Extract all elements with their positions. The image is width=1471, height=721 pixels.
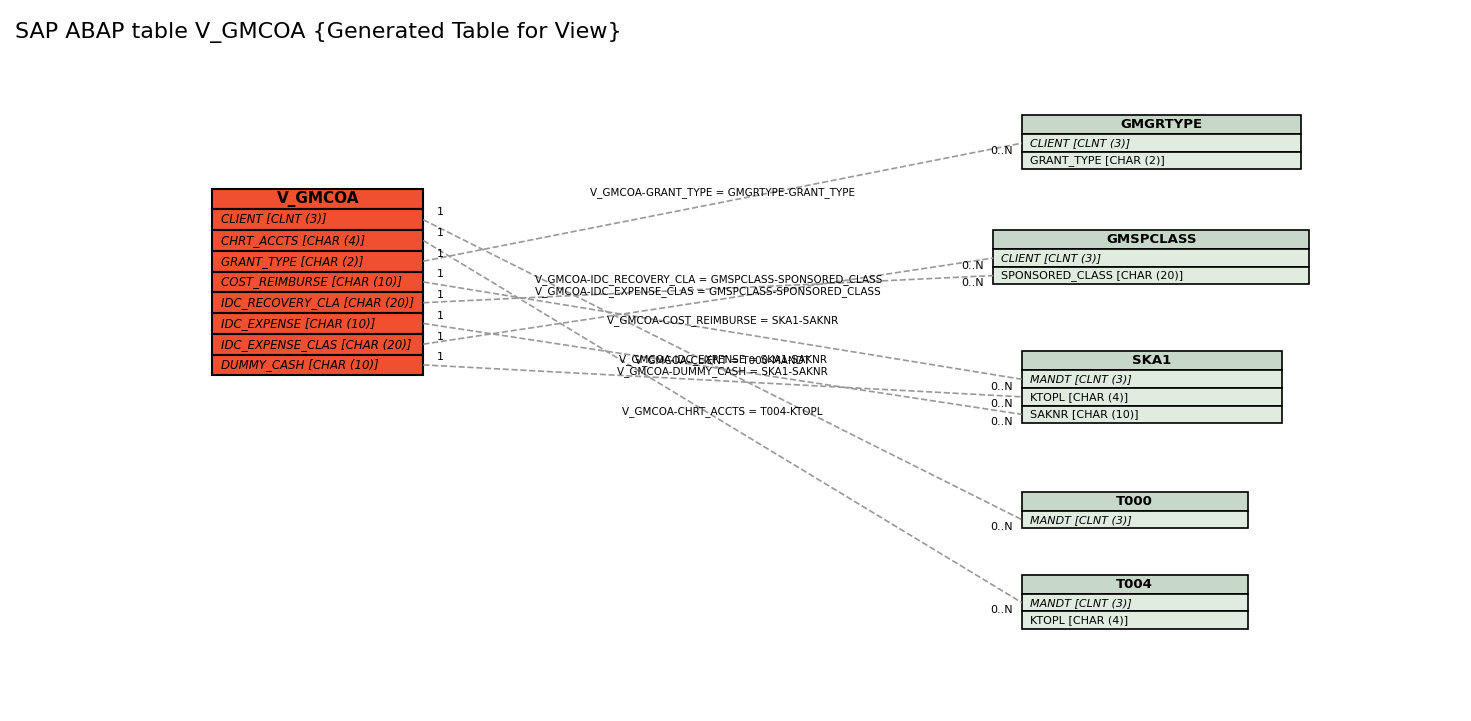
Text: SKA1: SKA1: [1133, 355, 1171, 368]
FancyBboxPatch shape: [212, 334, 424, 355]
Text: 1: 1: [437, 290, 444, 300]
Text: KTOPL [CHAR (4)]: KTOPL [CHAR (4)]: [1030, 615, 1128, 625]
FancyBboxPatch shape: [1022, 351, 1281, 371]
FancyBboxPatch shape: [212, 230, 424, 251]
Text: MANDT [CLNT (3)]: MANDT [CLNT (3)]: [1030, 598, 1131, 608]
Text: V_GMCOA-IDC_EXPENSE = SKA1-SAKNR: V_GMCOA-IDC_EXPENSE = SKA1-SAKNR: [618, 354, 827, 365]
FancyBboxPatch shape: [1022, 134, 1300, 152]
FancyBboxPatch shape: [1022, 611, 1247, 629]
Text: V_GMCOA-IDC_RECOVERY_CLA = GMSPCLASS-SPONSORED_CLASS: V_GMCOA-IDC_RECOVERY_CLA = GMSPCLASS-SPO…: [534, 274, 883, 285]
FancyBboxPatch shape: [212, 209, 424, 230]
FancyBboxPatch shape: [1022, 575, 1247, 594]
FancyBboxPatch shape: [993, 267, 1309, 284]
FancyBboxPatch shape: [1022, 492, 1247, 511]
Text: 0..N: 0..N: [990, 522, 1012, 532]
FancyBboxPatch shape: [993, 230, 1309, 249]
FancyBboxPatch shape: [212, 251, 424, 272]
FancyBboxPatch shape: [1022, 388, 1281, 406]
FancyBboxPatch shape: [212, 313, 424, 334]
Text: V_GMCOA: V_GMCOA: [277, 191, 359, 207]
Text: 1: 1: [437, 228, 444, 238]
FancyBboxPatch shape: [1022, 511, 1247, 528]
Text: DUMMY_CASH [CHAR (10)]: DUMMY_CASH [CHAR (10)]: [222, 358, 380, 371]
Text: V_GMCOA-CLIENT = T000-MANDT: V_GMCOA-CLIENT = T000-MANDT: [635, 355, 811, 366]
Text: 0..N: 0..N: [990, 399, 1012, 410]
Text: 1: 1: [437, 332, 444, 342]
Text: SPONSORED_CLASS [CHAR (20)]: SPONSORED_CLASS [CHAR (20)]: [1002, 270, 1183, 281]
Text: KTOPL [CHAR (4)]: KTOPL [CHAR (4)]: [1030, 392, 1128, 402]
Text: IDC_RECOVERY_CLA [CHAR (20)]: IDC_RECOVERY_CLA [CHAR (20)]: [222, 296, 415, 309]
Text: 0..N: 0..N: [990, 605, 1012, 615]
FancyBboxPatch shape: [212, 189, 424, 209]
Text: CLIENT [CLNT (3)]: CLIENT [CLNT (3)]: [1002, 253, 1102, 263]
Text: CLIENT [CLNT (3)]: CLIENT [CLNT (3)]: [222, 213, 327, 226]
Text: 0..N: 0..N: [962, 260, 984, 270]
Text: 1: 1: [437, 249, 444, 259]
Text: IDC_EXPENSE [CHAR (10)]: IDC_EXPENSE [CHAR (10)]: [222, 317, 377, 330]
Text: COST_REIMBURSE [CHAR (10)]: COST_REIMBURSE [CHAR (10)]: [222, 275, 403, 288]
FancyBboxPatch shape: [1022, 406, 1281, 423]
Text: V_GMCOA-GRANT_TYPE = GMGRTYPE-GRANT_TYPE: V_GMCOA-GRANT_TYPE = GMGRTYPE-GRANT_TYPE: [590, 187, 855, 198]
FancyBboxPatch shape: [1022, 371, 1281, 388]
FancyBboxPatch shape: [1022, 152, 1300, 169]
Text: GRANT_TYPE [CHAR (2)]: GRANT_TYPE [CHAR (2)]: [1030, 155, 1165, 166]
Text: 1: 1: [437, 207, 444, 217]
Text: 1: 1: [437, 353, 444, 363]
Text: 1: 1: [437, 311, 444, 321]
Text: GMSPCLASS: GMSPCLASS: [1106, 233, 1196, 246]
Text: 0..N: 0..N: [962, 278, 984, 288]
Text: V_GMCOA-COST_REIMBURSE = SKA1-SAKNR: V_GMCOA-COST_REIMBURSE = SKA1-SAKNR: [608, 316, 838, 327]
Text: SAKNR [CHAR (10)]: SAKNR [CHAR (10)]: [1030, 410, 1139, 420]
FancyBboxPatch shape: [1022, 594, 1247, 611]
Text: V_GMCOA-IDC_EXPENSE_CLAS = GMSPCLASS-SPONSORED_CLASS: V_GMCOA-IDC_EXPENSE_CLAS = GMSPCLASS-SPO…: [535, 286, 881, 297]
Text: T004: T004: [1116, 578, 1153, 590]
Text: 0..N: 0..N: [990, 382, 1012, 392]
FancyBboxPatch shape: [1022, 115, 1300, 134]
Text: IDC_EXPENSE_CLAS [CHAR (20)]: IDC_EXPENSE_CLAS [CHAR (20)]: [222, 337, 412, 350]
Text: MANDT [CLNT (3)]: MANDT [CLNT (3)]: [1030, 515, 1131, 525]
Text: 0..N: 0..N: [990, 417, 1012, 427]
Text: GRANT_TYPE [CHAR (2)]: GRANT_TYPE [CHAR (2)]: [222, 255, 363, 267]
FancyBboxPatch shape: [212, 355, 424, 375]
Text: CHRT_ACCTS [CHAR (4)]: CHRT_ACCTS [CHAR (4)]: [222, 234, 366, 247]
Text: 1: 1: [437, 270, 444, 280]
Text: MANDT [CLNT (3)]: MANDT [CLNT (3)]: [1030, 374, 1131, 384]
Text: 0..N: 0..N: [990, 146, 1012, 156]
Text: SAP ABAP table V_GMCOA {Generated Table for View}: SAP ABAP table V_GMCOA {Generated Table …: [15, 22, 621, 43]
Text: GMGRTYPE: GMGRTYPE: [1121, 118, 1202, 131]
FancyBboxPatch shape: [993, 249, 1309, 267]
FancyBboxPatch shape: [212, 292, 424, 313]
FancyBboxPatch shape: [212, 272, 424, 292]
Text: V_GMCOA-DUMMY_CASH = SKA1-SAKNR: V_GMCOA-DUMMY_CASH = SKA1-SAKNR: [618, 366, 828, 376]
Text: T000: T000: [1116, 495, 1153, 508]
Text: V_GMCOA-CHRT_ACCTS = T004-KTOPL: V_GMCOA-CHRT_ACCTS = T004-KTOPL: [622, 407, 822, 417]
Text: CLIENT [CLNT (3)]: CLIENT [CLNT (3)]: [1030, 138, 1130, 148]
